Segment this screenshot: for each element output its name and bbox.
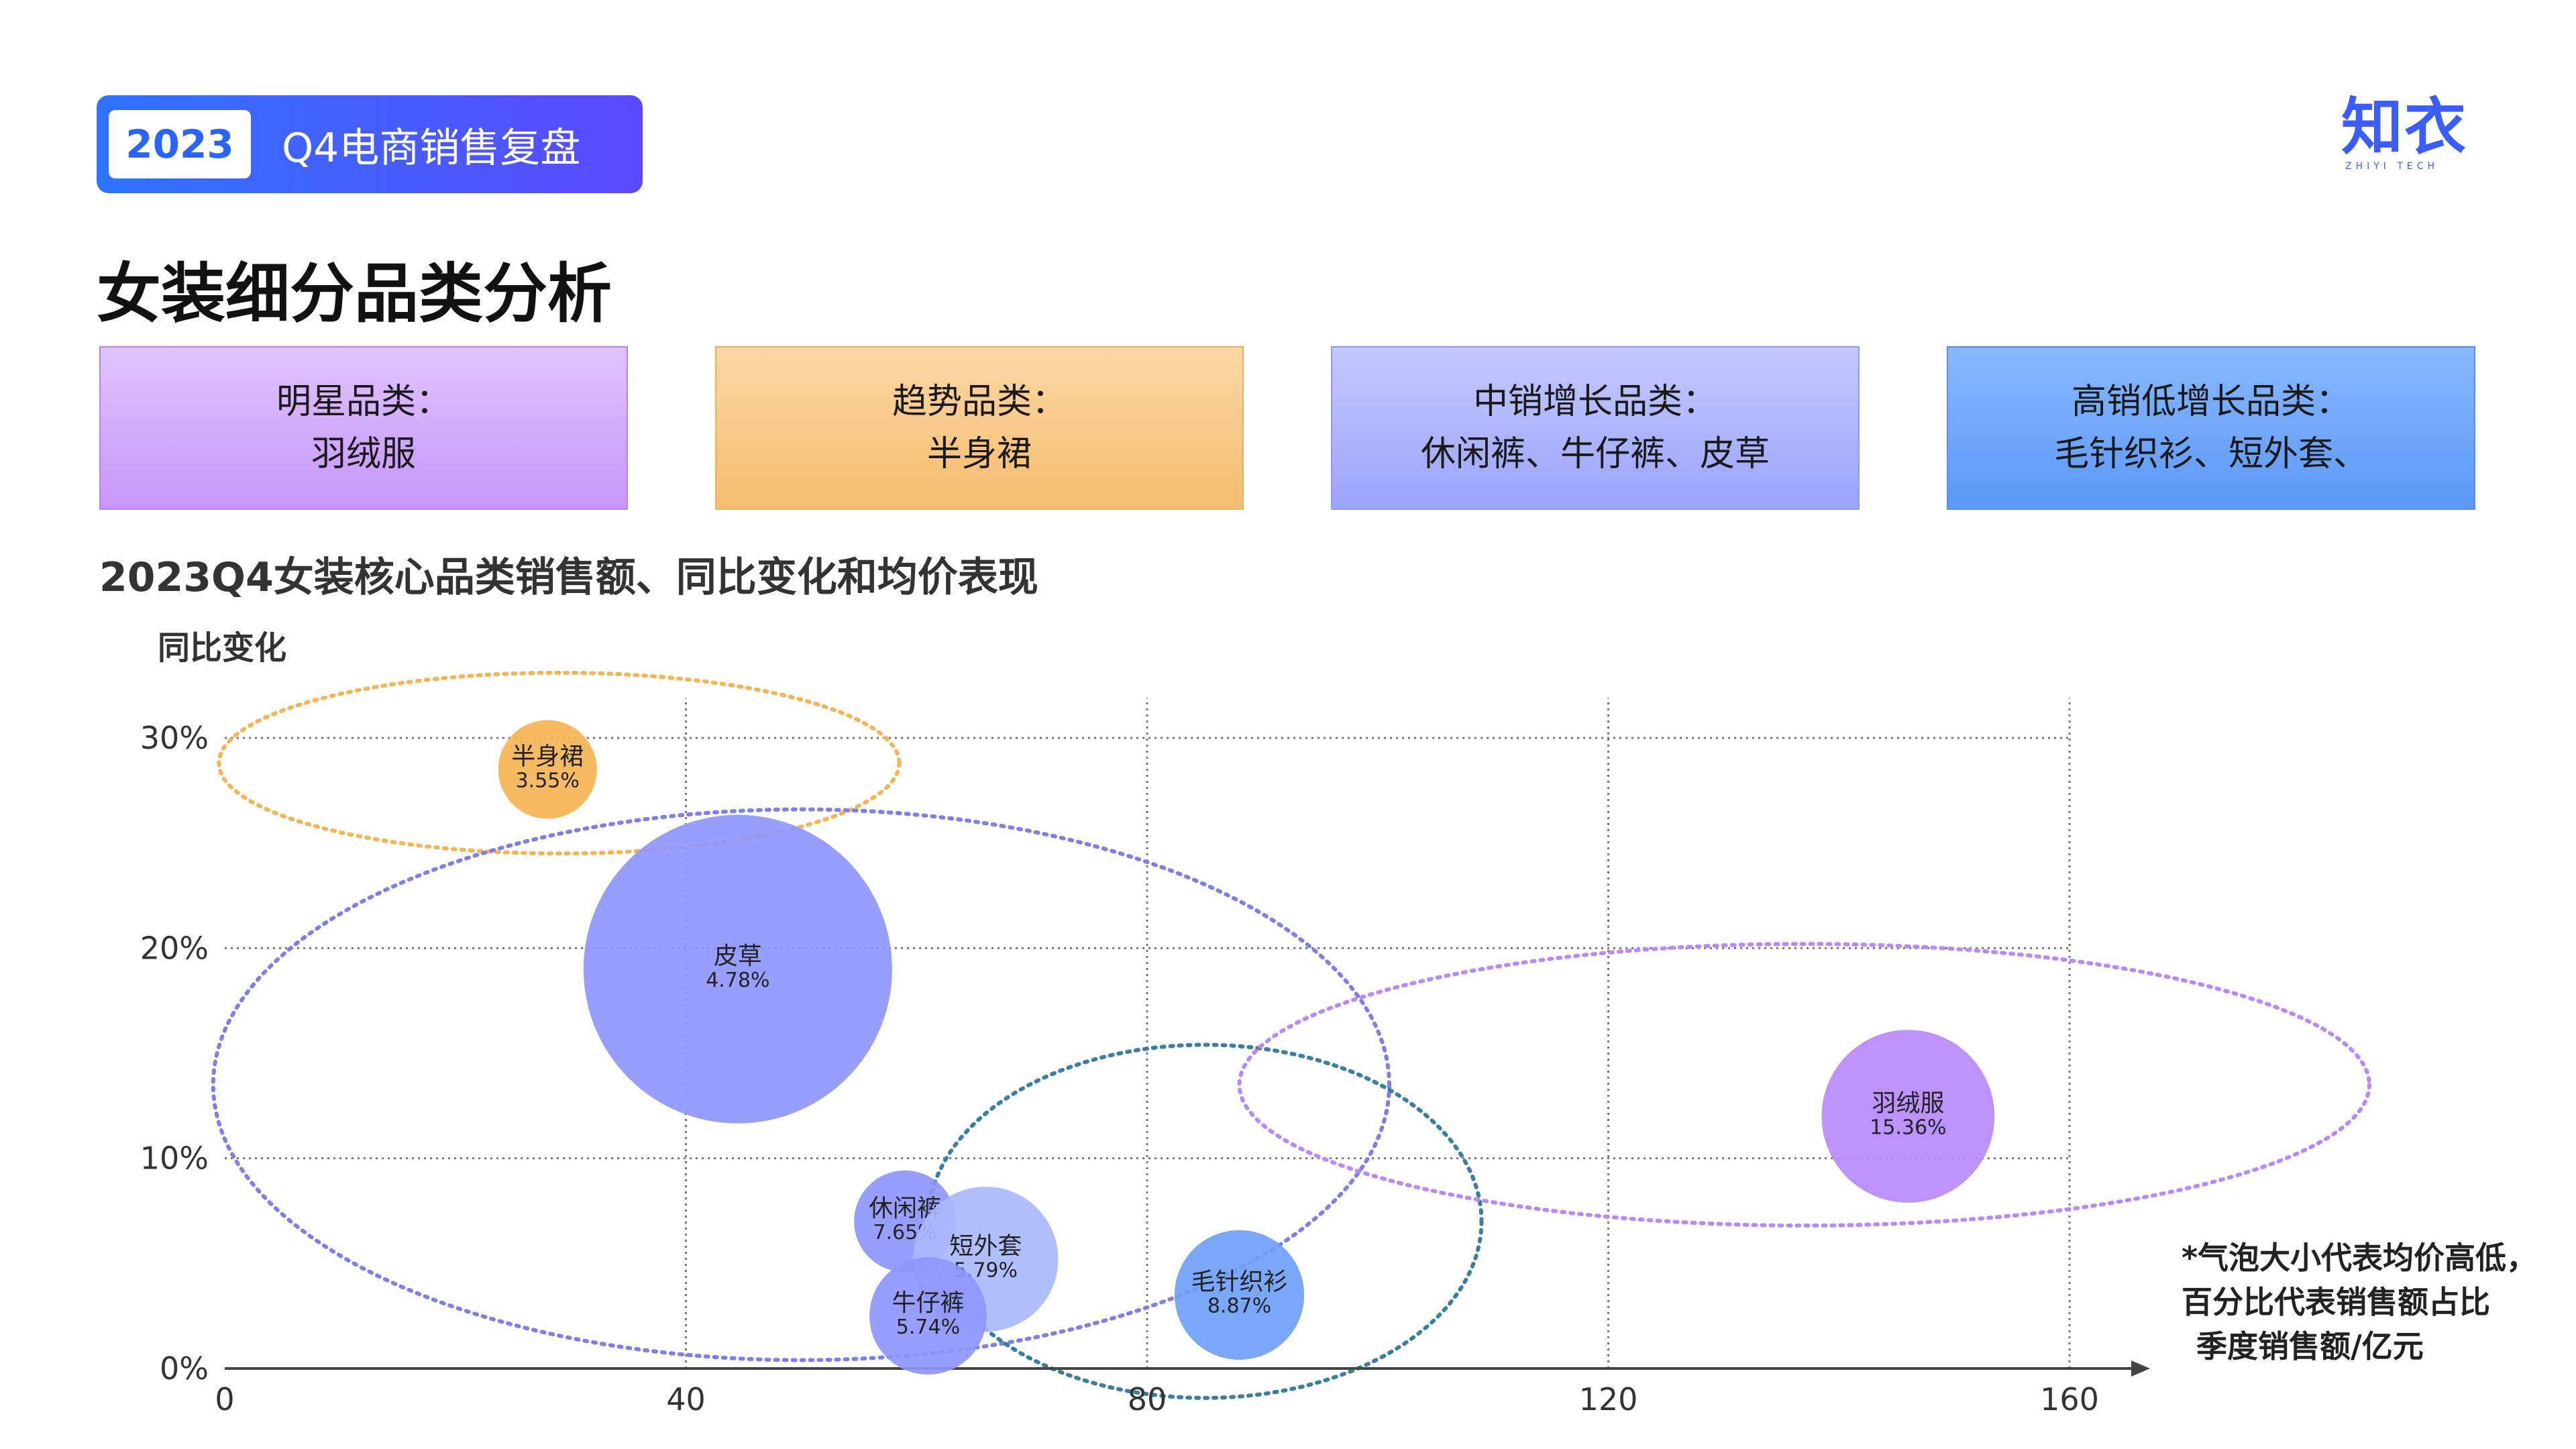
card-title: 明星品类： — [276, 382, 451, 422]
bubble-name-label: 毛针织衫 — [1191, 1269, 1287, 1296]
y-tick-label: 30% — [140, 720, 209, 756]
note-line: 季度销售额/亿元 — [2196, 1328, 2424, 1364]
card-items: 半身裙 — [926, 434, 1032, 474]
note-line: *气泡大小代表均价高低， — [2182, 1240, 2538, 1276]
category-card-high-low-growth: 高销低增长品类： 毛针织衫、短外套、 — [1947, 346, 2475, 510]
brand-logo: 知衣 ZHIYI TECH — [2341, 94, 2496, 174]
group-ellipse — [1237, 942, 2371, 1228]
year-pill: 2023 — [109, 110, 251, 178]
bubble-share-label: 3.55% — [516, 769, 580, 792]
x-tick-label: 0 — [215, 1381, 234, 1417]
card-title: 高销低增长品类： — [2071, 382, 2351, 422]
category-card-mid-growth: 中销增长品类： 休闲裤、牛仔裤、皮草 — [1331, 346, 1860, 510]
group-ellipse — [217, 670, 902, 856]
y-axis-label: 同比变化 — [158, 629, 286, 667]
card-items: 毛针织衫、短外套、 — [2053, 434, 2368, 474]
bubble-name-label: 牛仔裤 — [892, 1289, 964, 1317]
group-ellipse — [926, 1042, 1484, 1400]
bubble-share-label: 8.87% — [1208, 1295, 1271, 1318]
note-line: 百分比代表销售额占比 — [2182, 1284, 2490, 1320]
bubble-name-label: 皮草 — [714, 943, 762, 970]
card-items: 休闲裤、牛仔裤、皮草 — [1420, 434, 1770, 474]
header-badge: 2023 Q4电商销售复盘 — [97, 95, 643, 193]
y-tick-label: 0% — [160, 1350, 209, 1387]
x-tick-label: 120 — [1579, 1381, 1638, 1417]
bubble-name-label: 半身裙 — [511, 743, 584, 770]
card-title: 趋势品类： — [892, 382, 1067, 422]
y-tick-label: 20% — [140, 930, 209, 966]
bubble-share-label: 4.78% — [706, 969, 769, 992]
x-tick-label: 160 — [2040, 1381, 2099, 1417]
y-tick-label: 10% — [140, 1140, 209, 1177]
card-title: 中销增长品类： — [1472, 382, 1717, 422]
card-items: 羽绒服 — [311, 434, 416, 474]
bubble-share-label: 5.74% — [896, 1316, 960, 1339]
bubble — [869, 1257, 987, 1375]
logo-text: 知衣 — [2341, 91, 2468, 163]
page-title: 女装细分品类分析 — [97, 256, 612, 331]
category-card-star: 明星品类： 羽绒服 — [99, 346, 628, 510]
bubble — [1821, 1030, 1995, 1203]
bubble — [583, 814, 892, 1124]
category-card-trend: 趋势品类： 半身裙 — [715, 346, 1244, 510]
bubble-share-label: 15.36% — [1870, 1116, 1946, 1139]
x-tick-label: 80 — [1128, 1381, 1167, 1417]
x-tick-label: 40 — [666, 1381, 706, 1417]
chart-title: 2023Q4女装核心品类销售额、同比变化和均价表现 — [99, 554, 1038, 601]
bubble-name-label: 短外套 — [949, 1232, 1022, 1260]
x-axis-arrow — [2131, 1360, 2150, 1377]
chart-note: *气泡大小代表均价高低， 百分比代表销售额占比 季度销售额/亿元 — [2182, 1236, 2537, 1368]
header-title: Q4电商销售复盘 — [282, 124, 581, 172]
bubble-name-label: 羽绒服 — [1872, 1089, 1944, 1117]
bubble — [498, 720, 597, 819]
group-ellipse — [211, 807, 1391, 1362]
logo-subtext: ZHIYI TECH — [2345, 161, 2439, 172]
bubble — [1174, 1230, 1305, 1360]
